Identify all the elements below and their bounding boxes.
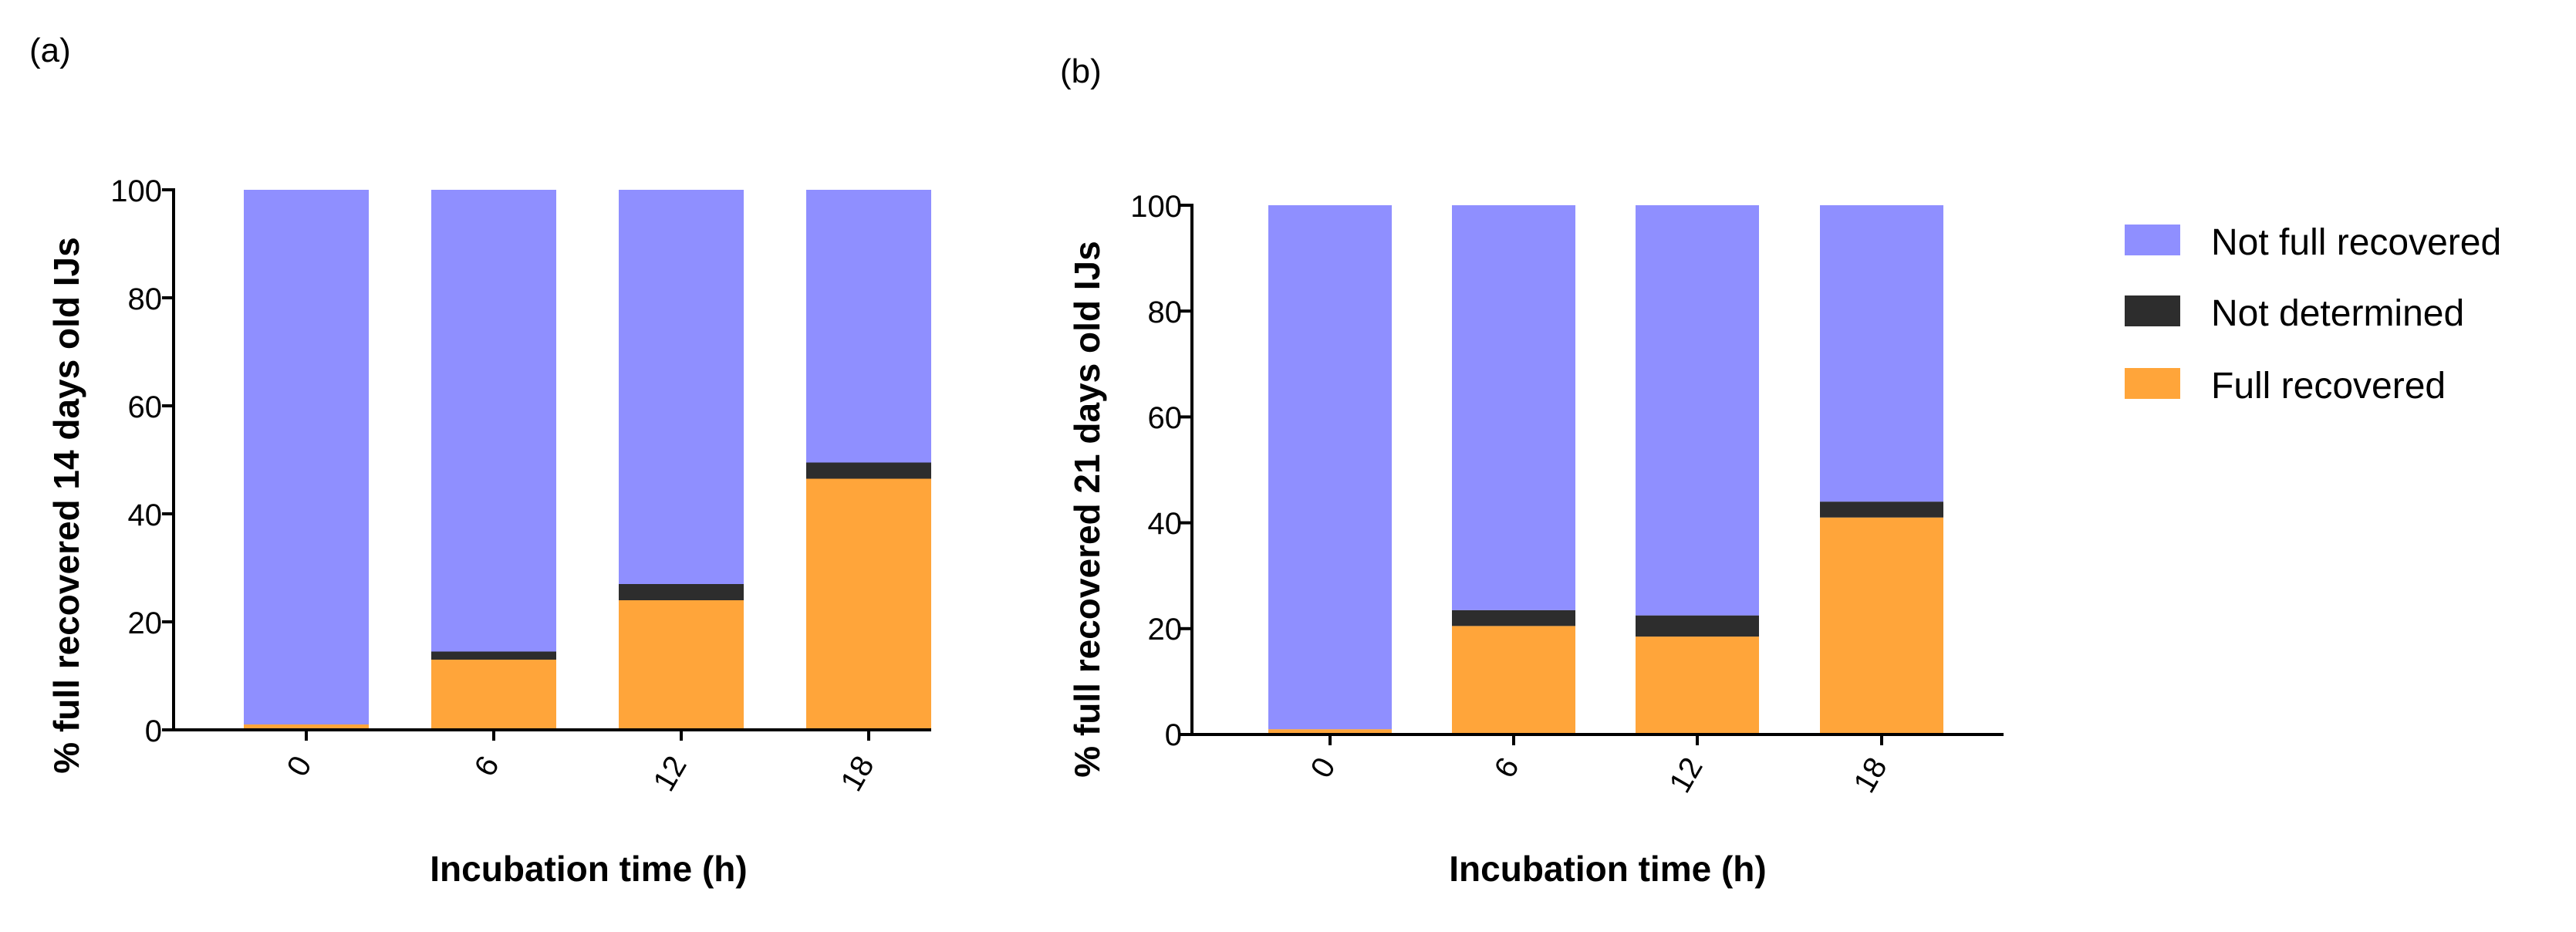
panel-b-bar-not-full-recovered: [1268, 205, 1392, 730]
panel-b-y-tick-label: 20: [1148, 613, 1183, 647]
panel-b-bar-not-full-recovered: [1636, 205, 1759, 616]
legend: Not full recovered Not determined Full r…: [2125, 222, 2501, 407]
panel-b-bar-not-determined: [1820, 501, 1943, 518]
panel-a-bar-full-recovered: [806, 478, 931, 730]
panel-b-bar-not-full-recovered: [1452, 205, 1575, 610]
panel-b-bar-not-determined: [1636, 615, 1759, 637]
panel-a-bar-not-determined: [806, 462, 931, 479]
panel-b-y-tick-label: 100: [1130, 190, 1182, 224]
panel-a-label: (a): [29, 32, 71, 69]
panel-b-x-tick-label: 0: [1305, 752, 1342, 784]
panel-a-bar-full-recovered: [619, 600, 744, 730]
panel-b-bars: [1268, 205, 1943, 734]
panel-b-axes: [1180, 204, 2004, 745]
panel-a-bar-not-full-recovered: [619, 190, 744, 584]
panel-a-y-tick-labels: 100 80 60 40 20 0: [110, 174, 162, 748]
panel-a-x-tick-label: 0: [281, 751, 319, 782]
panel-b-bar-full-recovered: [1268, 729, 1392, 734]
panel-b-y-tick-labels: 100 80 60 40 20 0: [1130, 190, 1182, 752]
panel-a-bars: [244, 190, 931, 730]
panel-b-x-tick-labels: 0 6 12 18: [1305, 752, 1894, 799]
panel-b: (b) % full recovered 21 days old IJs Inc…: [1060, 52, 2004, 889]
panel-b-x-axis-title: Incubation time (h): [1449, 849, 1766, 889]
panel-a-bar-not-full-recovered: [244, 190, 369, 724]
panel-a-x-tick-label: 6: [468, 751, 506, 782]
panel-b-y-tick-label: 60: [1148, 401, 1183, 435]
panel-a: (a) % full recovered 14 days old IJs Inc…: [29, 32, 931, 889]
panel-a-x-tick-labels: 0 6 12 18: [281, 751, 881, 798]
panel-a-y-axis-title: % full recovered 14 days old IJs: [46, 237, 86, 773]
panel-b-x-tick-label: 18: [1847, 752, 1893, 799]
panel-b-label: (b): [1060, 52, 1102, 90]
panel-b-bar-full-recovered: [1452, 626, 1575, 734]
panel-b-x-tick-label: 6: [1488, 752, 1526, 784]
panel-a-bar-not-full-recovered: [806, 190, 931, 463]
panel-a-bar-not-determined: [619, 584, 744, 600]
panel-b-bar-not-determined: [1452, 610, 1575, 626]
panel-b-y-tick-label: 0: [1165, 718, 1182, 752]
panel-b-bar-full-recovered: [1636, 637, 1759, 734]
panel-b-y-tick-label: 40: [1148, 507, 1183, 541]
legend-swatch-not-determined: [2125, 295, 2180, 326]
legend-label-not-full-recovered: Not full recovered: [2211, 222, 2501, 263]
panel-a-bar-full-recovered: [244, 724, 369, 730]
panel-a-x-tick-label: 18: [834, 751, 880, 798]
panel-a-bar-not-full-recovered: [431, 190, 556, 652]
panel-a-bar-not-determined: [431, 651, 556, 660]
panel-a-y-tick-label: 80: [128, 282, 163, 316]
panel-b-bar-full-recovered: [1820, 517, 1943, 734]
panel-a-x-axis-title: Incubation time (h): [430, 849, 747, 889]
panel-b-y-axis-title: % full recovered 21 days old IJs: [1067, 241, 1107, 777]
panel-a-x-tick-label: 12: [647, 751, 693, 798]
panel-a-y-tick-label: 20: [128, 606, 163, 640]
panel-a-axes: [162, 188, 931, 741]
legend-label-not-determined: Not determined: [2211, 293, 2464, 334]
panel-a-bar-full-recovered: [431, 660, 556, 730]
legend-label-full-recovered: Full recovered: [2211, 366, 2446, 407]
panel-b-y-tick-label: 80: [1148, 295, 1183, 329]
panel-a-y-tick-label: 60: [128, 390, 163, 424]
panel-a-y-tick-label: 0: [145, 714, 162, 748]
legend-swatch-not-full-recovered: [2125, 225, 2180, 255]
panel-a-y-tick-label: 100: [110, 174, 162, 208]
panel-a-y-tick-label: 40: [128, 498, 163, 532]
panel-b-bar-not-full-recovered: [1820, 205, 1943, 502]
legend-swatch-full-recovered: [2125, 368, 2180, 399]
panel-b-x-tick-label: 12: [1663, 752, 1709, 799]
